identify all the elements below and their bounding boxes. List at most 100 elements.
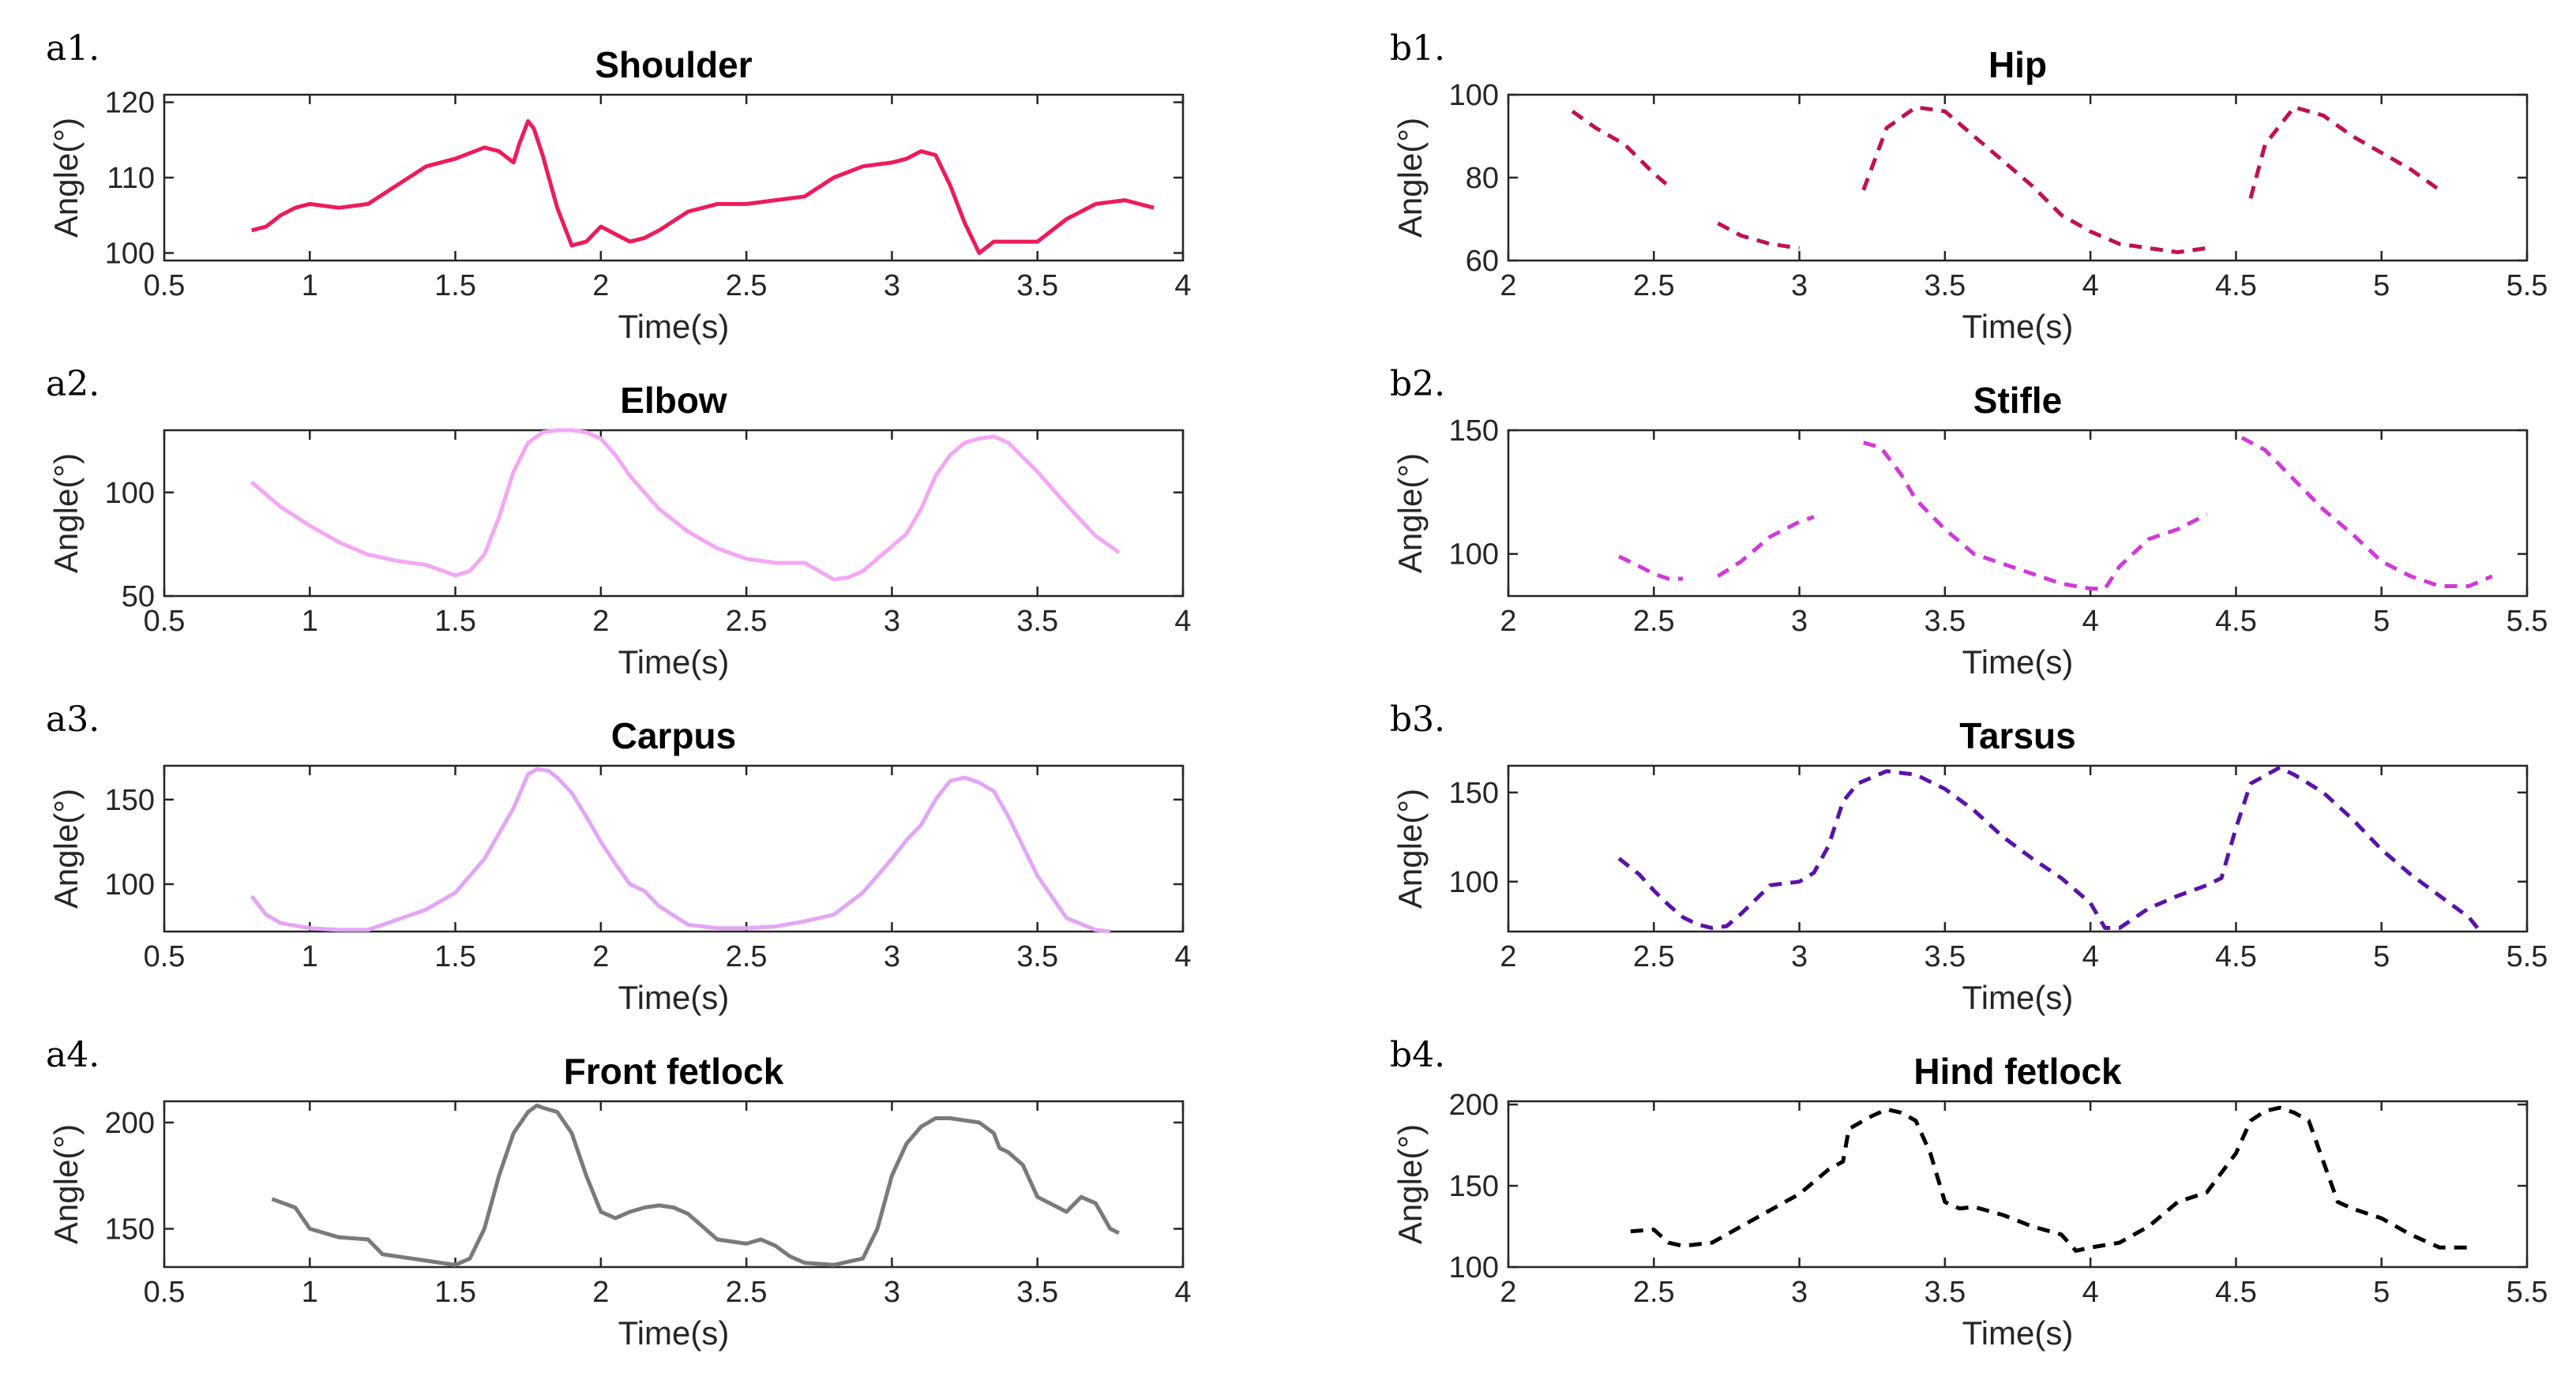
panel-label: a3. [46,699,100,740]
x-tick-label: 5 [2373,1276,2390,1309]
panel-label: b1. [1390,28,1445,69]
x-tick-label: 5.5 [2507,1276,2548,1309]
x-tick-label: 1.5 [434,1276,476,1309]
x-tick-label: 3 [884,1276,900,1309]
x-tick-label: 3 [1791,269,1808,302]
series-line [1861,105,2207,254]
x-tick-label: 1.5 [434,605,476,638]
x-tick-label: 0.5 [144,269,186,302]
panel-label: b3. [1390,699,1445,740]
y-axis-label: Angle(°) [47,118,84,238]
y-tick-label: 100 [1449,866,1499,899]
x-tick-label: 3.5 [1924,269,1966,302]
y-tick-label: 150 [1449,777,1499,810]
x-tick-label: 5.5 [2507,940,2548,973]
y-tick-label: 120 [105,87,155,120]
chart-panel-a4: a4. Front fetlock 0.5 1 1.5 2 2.5 3 3.5 4 150 200 Ti… [46,1035,1192,1352]
x-tick-label: 4 [2082,605,2099,638]
x-axis-label: Time(s) [1962,308,2074,345]
x-tick-label: 4 [1174,269,1191,302]
x-tick-label: 4 [1174,1276,1191,1309]
x-tick-label: 2.5 [726,269,768,302]
chart-panel-b4: b4. Hind fetlock 2 2.5 3 3.5 4 4.5 5 5.5 100 150 200… [1390,1035,2548,1352]
y-tick-label: 110 [107,162,155,195]
x-tick-label: 4.5 [2215,605,2257,638]
y-tick-label: 150 [105,1213,155,1247]
chart-panel-a3: a3. Carpus 0.5 1 1.5 2 2.5 3 3.5 4 100 150 Time(s) An… [46,699,1192,1016]
x-tick-label: 2.5 [1633,940,1675,973]
y-tick-label: 80 [1466,162,1499,195]
x-tick-label: 0.5 [144,605,186,638]
y-tick-label: 150 [1449,1170,1499,1203]
x-tick-label: 1 [302,1276,318,1309]
chart-title: Hind fetlock [1913,1051,2122,1092]
x-axis-label: Time(s) [1962,1314,2074,1352]
panel-label: a1. [46,28,100,69]
x-tick-label: 3 [884,269,900,302]
x-tick-label: 4 [2082,1276,2099,1309]
x-axis-label: Time(s) [618,979,730,1016]
chart-title: Stifle [1973,380,2062,421]
x-tick-label: 3.5 [1016,1276,1058,1309]
x-tick-label: 1 [302,269,318,302]
x-tick-label: 4 [1174,940,1191,973]
y-tick-label: 200 [105,1107,155,1140]
y-tick-label: 100 [1449,1251,1499,1284]
x-tick-label: 3 [1791,605,1808,638]
y-axis-label: Angle(°) [47,453,84,573]
x-tick-label: 3 [884,605,900,638]
x-tick-label: 3.5 [1016,940,1058,973]
y-tick-label: 100 [1449,79,1499,112]
x-tick-label: 1.5 [434,940,476,973]
y-tick-label: 100 [1449,538,1499,572]
x-tick-label: 3.5 [1924,940,1966,973]
chart-panel-b3: b3. Tarsus 2 2.5 3 3.5 4 4.5 5 5.5 100 150 Time(s) An… [1390,699,2548,1016]
plot-frame [163,93,1185,262]
x-tick-label: 2 [1500,1276,1516,1309]
y-tick-label: 100 [105,868,155,902]
x-tick-label: 1.5 [434,269,476,302]
x-tick-label: 3 [884,940,900,973]
x-tick-label: 2 [1500,605,1516,638]
x-tick-label: 5.5 [2507,269,2548,302]
x-tick-label: 2 [1500,269,1516,302]
x-tick-label: 3 [1791,1276,1808,1309]
x-tick-label: 3.5 [1924,1276,1966,1309]
series-line [250,118,1155,255]
x-tick-label: 2.5 [726,605,768,638]
chart-panel-a1: a1. Shoulder 0.5 1 1.5 2 2.5 3 3.5 4 100 110 120 Time… [46,28,1192,345]
x-tick-label: 2 [592,269,609,302]
y-axis-label: Angle(°) [1391,118,1429,238]
chart-title: Elbow [620,380,727,421]
series-line [250,428,1121,582]
panel-label: a4. [46,1035,100,1075]
x-tick-label: 5 [2373,940,2390,973]
x-axis-label: Time(s) [1962,643,2074,681]
panel-label: b2. [1390,364,1445,404]
x-tick-label: 2.5 [726,1276,768,1309]
series-line [2240,436,2493,588]
plot-frame [163,764,1185,933]
series-line [2248,105,2441,199]
panel-label: b4. [1390,1035,1445,1075]
x-tick-label: 2 [592,1276,609,1309]
chart-panel-a2: a2. Elbow 0.5 1 1.5 2 2.5 3 3.5 4 50 100 Time(s) Angl… [46,364,1192,681]
x-tick-label: 1 [302,940,318,973]
series-line [1717,515,1815,579]
plot-frame [163,429,1185,598]
series-line [1617,765,2480,930]
x-tick-label: 3.5 [1016,605,1058,638]
y-axis-label: Angle(°) [1391,453,1429,573]
chart-panel-b1: b1. Hip 2 2.5 3 3.5 4 4.5 5 5.5 60 80 100 Time(s) Angl… [1390,28,2548,345]
chart-title: Shoulder [595,44,752,85]
series-line [1863,441,2208,591]
x-tick-label: 2.5 [726,940,768,973]
chart-title: Front fetlock [564,1051,784,1092]
plot-frame [1507,764,2529,933]
series-line [1630,1105,2469,1253]
x-axis-label: Time(s) [618,308,730,345]
x-tick-label: 5 [2373,269,2390,302]
panel-label: a2. [46,364,100,404]
x-tick-label: 4.5 [2215,269,2257,302]
